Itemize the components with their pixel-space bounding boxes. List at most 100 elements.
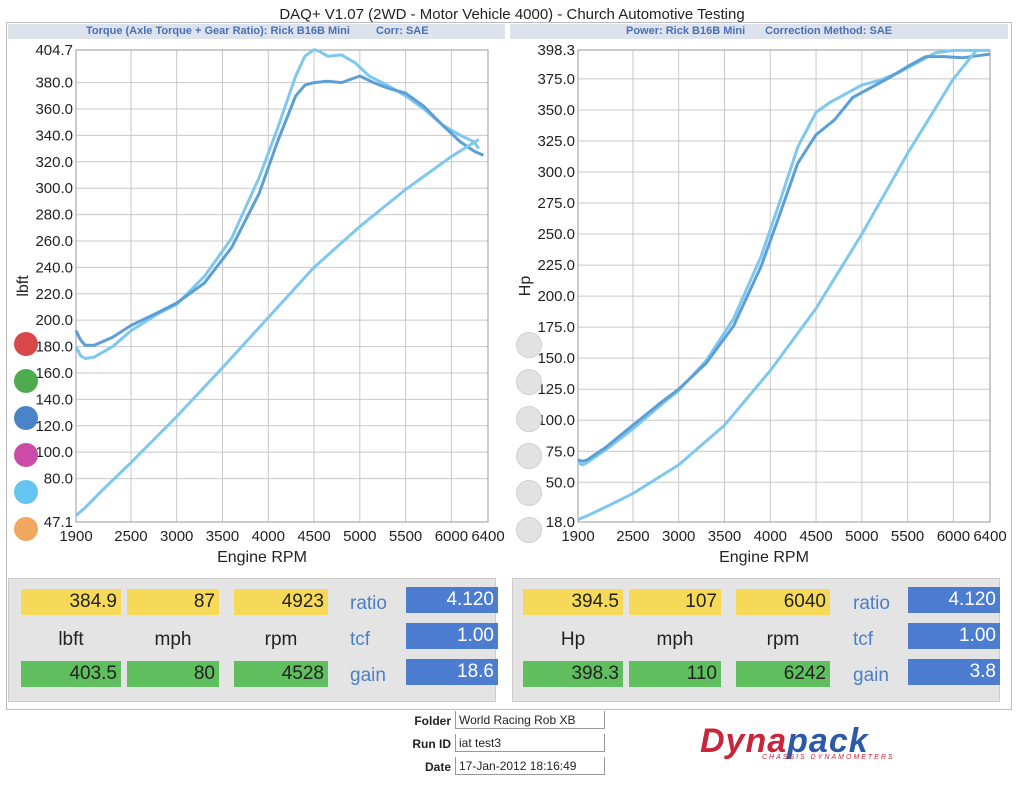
logo-accent: pack [787, 722, 869, 760]
power-plot-border [577, 49, 991, 523]
legend-dot-left[interactable] [14, 517, 38, 541]
power-xlabel: Engine RPM [719, 549, 809, 566]
runid-value: iat test3 [455, 734, 605, 752]
torque-ytick-label: 200.0 [35, 312, 73, 329]
power-ytick-label: 200.0 [537, 288, 575, 305]
power-xtick-label: 2500 [616, 528, 649, 545]
power-ytick-label: 300.0 [537, 164, 575, 181]
torque-xtick-label: 3500 [206, 528, 239, 545]
power-ytick-label: 398.3 [537, 42, 575, 59]
power-unit-label: Hp [560, 629, 586, 650]
power-xtick-label: 5500 [891, 528, 924, 545]
torque-series-line-1 [74, 48, 481, 360]
date-label: Date [424, 760, 451, 774]
torque-ytick-label: 260.0 [35, 233, 73, 250]
tcf-label-right: tcf [853, 629, 874, 650]
torque-ytick-label: 120.0 [35, 418, 73, 435]
torque-ytick-label: 280.0 [35, 207, 73, 224]
speed-unit-label: mph [154, 629, 192, 650]
torque-ytick-label: 100.0 [35, 444, 73, 461]
power-ytick-label: 125.0 [537, 381, 575, 398]
torque-xtick-label: 4500 [297, 528, 330, 545]
power-series-line-3 [577, 49, 978, 521]
speed-live-value: 87 [127, 589, 219, 615]
power-live-value: 394.5 [523, 589, 623, 615]
power-ytick-label: 275.0 [537, 195, 575, 212]
ratio-label-right: ratio [853, 593, 890, 614]
power-xtick-label: 4500 [799, 528, 832, 545]
legend-dot-left[interactable] [14, 406, 38, 430]
gain-value-right: 3.8 [908, 659, 1000, 685]
power-ytick-label: 100.0 [537, 412, 575, 429]
power-ytick-label: 75.0 [546, 443, 575, 460]
legend-dot-right[interactable] [516, 369, 542, 395]
power-xtick-label: 1900 [561, 528, 594, 545]
date-value: 17-Jan-2012 18:16:49 [455, 757, 605, 775]
torque-ytick-label: 80.0 [44, 471, 73, 488]
power-chart: 1900 2500 3000 3500 4000 4500 5000 5500 6000 6400… [517, 42, 1007, 566]
torque-series-line-3 [75, 138, 480, 517]
torque-ytick-label: 140.0 [35, 391, 73, 408]
power-peak-value: 398.3 [523, 661, 623, 687]
torque-xtick-label: 5500 [389, 528, 422, 545]
speed-unit-label-right: mph [656, 629, 694, 650]
torque-ytick-label: 360.0 [35, 101, 73, 118]
legend-dot-left[interactable] [14, 480, 38, 504]
power-header-corr: Correction Method: SAE [765, 25, 893, 37]
power-series-line-2 [577, 52, 991, 463]
rpm-peak-value: 4528 [234, 661, 328, 687]
legend-dot-right[interactable] [516, 480, 542, 506]
torque-ytick-label: 380.0 [35, 75, 73, 92]
torque-series-line-2 [74, 74, 485, 347]
rpm-live-value-right: 6040 [736, 589, 830, 615]
power-xtick-label: 3500 [708, 528, 741, 545]
legend-dot-left[interactable] [14, 443, 38, 467]
tcf-label: tcf [350, 629, 371, 650]
power-ytick-label: 250.0 [537, 226, 575, 243]
power-ylabel: Hp [517, 276, 534, 297]
legend-dot-right[interactable] [516, 332, 542, 358]
power-xtick-label: 5000 [845, 528, 878, 545]
window-title: DAQ+ V1.07 (2WD - Motor Vehicle 4000) - … [279, 6, 745, 23]
torque-peak-value: 403.5 [21, 661, 121, 687]
power-xtick-label: 3000 [662, 528, 695, 545]
torque-live-value: 384.9 [21, 589, 121, 615]
power-ytick-label: 175.0 [537, 319, 575, 336]
torque-ytick-label: 340.0 [35, 127, 73, 144]
legend-dot-left[interactable] [14, 332, 38, 356]
torque-ytick-label: 300.0 [35, 180, 73, 197]
torque-xtick-label: 3000 [160, 528, 193, 545]
power-ytick-label: 375.0 [537, 71, 575, 88]
folder-label: Folder [414, 714, 451, 728]
legend-dot-right[interactable] [516, 443, 542, 469]
torque-ytick-label: 404.7 [35, 42, 73, 59]
rpm-peak-value-right: 6242 [736, 661, 830, 687]
power-ytick-label: 325.0 [537, 133, 575, 150]
torque-header-corr: Corr: SAE [376, 25, 429, 37]
speed-peak-value-right: 110 [629, 661, 721, 687]
torque-ytick-label: 320.0 [35, 154, 73, 171]
torque-xtick-label: 6400 [471, 528, 504, 545]
torque-ylabel: lbft [15, 275, 32, 297]
rpm-live-value: 4923 [234, 589, 328, 615]
gain-label-right: gain [853, 665, 889, 686]
power-header-title: Power: Rick B16B Mini [626, 25, 746, 37]
torque-ytick-label: 160.0 [35, 365, 73, 382]
torque-xtick-label: 6000 [435, 528, 468, 545]
torque-xtick-label: 1900 [59, 528, 92, 545]
speed-live-value-right: 107 [629, 589, 721, 615]
power-header: Power: Rick B16B Mini Correction Method:… [510, 24, 1008, 39]
torque-xtick-label: 2500 [114, 528, 147, 545]
legend-dot-right[interactable] [516, 517, 542, 543]
legend-dot-left[interactable] [14, 369, 38, 393]
torque-readout-panel: 384.9 87 4923 lbft mph rpm 403.5 80 4528… [8, 578, 498, 702]
power-series-line-1 [577, 48, 990, 467]
power-xtick-label: 6000 [937, 528, 970, 545]
gain-label: gain [350, 665, 386, 686]
power-ytick-label: 150.0 [537, 350, 575, 367]
power-ytick-label: 225.0 [537, 257, 575, 274]
ratio-label: ratio [350, 593, 387, 614]
legend-dot-right[interactable] [516, 406, 542, 432]
power-ytick-label: 18.0 [546, 514, 575, 531]
folder-value: World Racing Rob XB [455, 711, 605, 729]
